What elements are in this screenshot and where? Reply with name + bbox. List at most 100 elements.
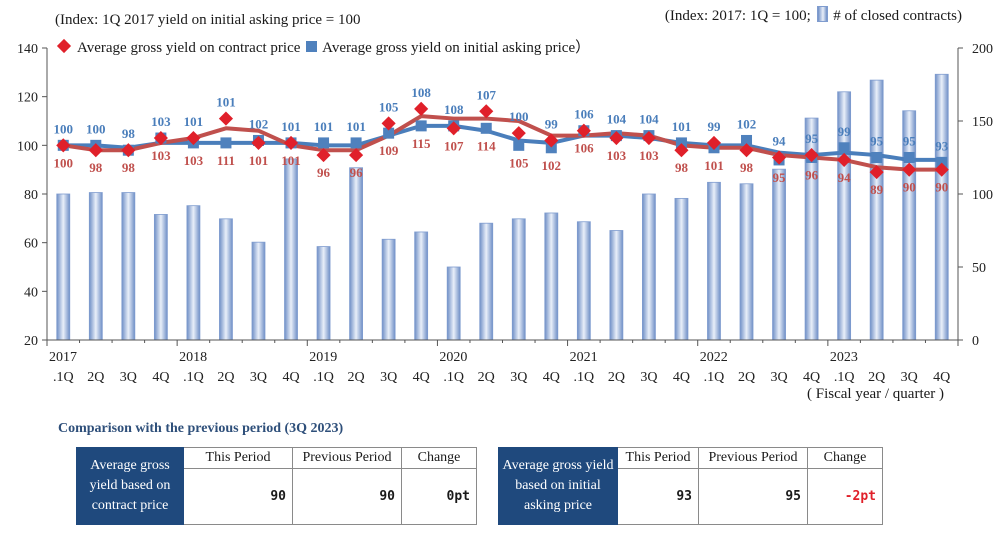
contract-data-label: 111 [217,153,235,168]
asking-data-label: 108 [444,102,464,117]
x-quarter-label: 2Q [217,370,234,385]
x-quarter-label: 2Q [87,370,104,385]
x-year-label: 2018 [179,350,207,365]
contract-data-label: 107 [444,138,464,153]
y-right-tick-label: 150 [972,115,993,130]
contract-marker [804,147,819,163]
x-quarter-label: .1Q [183,370,204,385]
x-year-label: 2019 [309,350,337,365]
x-quarter-label: .1Q [834,370,855,385]
contract-marker [576,123,591,138]
y-right-tick-label: 50 [972,261,986,276]
col-change-2: Change [807,447,883,469]
contract-data-label: 90 [935,180,948,195]
contract-data-label: 98 [122,160,136,175]
asking-data-label: 105 [379,99,399,114]
contracts-bar [869,79,884,341]
y-left-tick-label: 80 [24,188,38,203]
asking-data-label: 101 [184,114,204,129]
contract-marker [186,130,201,146]
x-quarter-label: .1Q [574,370,595,385]
asking-marker [903,152,915,163]
contracts-bar [934,73,949,341]
contract-marker [283,135,299,150]
x-quarter-label: 2Q [868,370,885,385]
legend-asking: Average gross yield on initial asking pr… [322,40,591,56]
contracts-bar [284,158,298,341]
x-year-label: 2017 [49,350,77,365]
asking-data-label: 101 [346,119,366,134]
legend-contract: Average gross yield on contract price [77,40,301,56]
asking-data-label: 94 [773,134,787,149]
asking-data-label: 98 [122,126,136,141]
contract-marker [641,130,656,146]
asking-comparison-table: Average gross yield based on initial ask… [498,447,883,525]
asking-marker [220,137,232,149]
contract-this-value: 90 [183,468,293,525]
asking-marker [415,120,427,132]
asking-data-label: 101 [672,119,692,134]
x-quarter-label: .1Q [443,370,464,385]
contract-marker [316,147,331,163]
asking-data-label: 104 [639,112,659,127]
contract-marker [706,135,722,150]
col-this-period-2: This Period [617,447,699,469]
contract-data-label: 103 [151,148,171,163]
contracts-bar [479,222,494,341]
contract-marker [121,143,136,158]
contracts-bar [511,218,526,341]
contract-data-label: 89 [870,182,884,197]
col-previous-period-2: Previous Period [698,447,808,469]
contracts-bar [219,218,233,341]
chart-legend: Average gross yield on contract price Av… [55,36,590,57]
contract-marker [544,133,559,148]
contract-data-label: 109 [379,143,399,158]
contracts-bar [186,205,201,341]
contracts-bar [642,193,656,341]
y-left-tick-label: 140 [17,42,38,57]
x-quarter-label: 2Q [738,370,755,385]
x-quarter-label: 4Q [543,370,560,385]
asking-data-label: 106 [574,107,594,122]
asking-marker [383,127,395,139]
contract-data-label: 102 [542,158,562,173]
asking-trend-line [61,123,944,162]
x-quarter-label: 3Q [380,370,397,385]
yield-chart: 20 40 60 80 100 120 140 0 50 100 150 200 .1Q 2Q 3Q 4Q .1… [17,42,993,385]
contracts-bar [739,183,754,341]
comparison-title: Comparison with the previous period (3Q … [58,421,344,436]
x-quarter-label: 3Q [901,370,918,385]
y-left-tick-label: 60 [24,237,38,252]
asking-data-label: 99 [707,119,721,134]
square-marker-icon [306,41,318,52]
y-left-tick-label: 20 [24,334,38,349]
bar-legend-swatch [816,6,828,22]
contracts-bar [381,238,396,341]
contract-marker [479,104,494,119]
contract-data-label: 96 [317,165,331,180]
contract-prev-value: 90 [292,468,402,525]
contract-marker [153,130,168,146]
x-quarter-label: 3Q [770,370,787,385]
asking-marker [741,134,753,146]
asking-data-label: 107 [476,87,496,102]
asking-this-value: 93 [617,468,699,525]
x-quarter-label: 4Q [413,370,430,385]
x-quarter-label: .1Q [313,370,334,385]
contracts-bar [414,231,429,341]
y-left-tick-label: 100 [17,139,38,154]
contract-data-label: 103 [639,148,659,163]
x-quarter-label: 2Q [348,370,365,385]
right-note-text-2: # of closed contracts) [833,8,962,24]
contract-marker [251,135,266,150]
y-left-tick-label: 120 [17,91,38,106]
col-previous-period: Previous Period [292,447,402,469]
contract-data-label: 101 [249,153,269,168]
col-change: Change [401,447,477,469]
contract-marker [869,165,884,180]
contracts-bar [251,241,266,341]
contract-marker [511,126,526,141]
asking-data-label: 108 [411,85,431,100]
contract-marker [381,116,396,131]
x-year-label: 2023 [830,350,858,365]
